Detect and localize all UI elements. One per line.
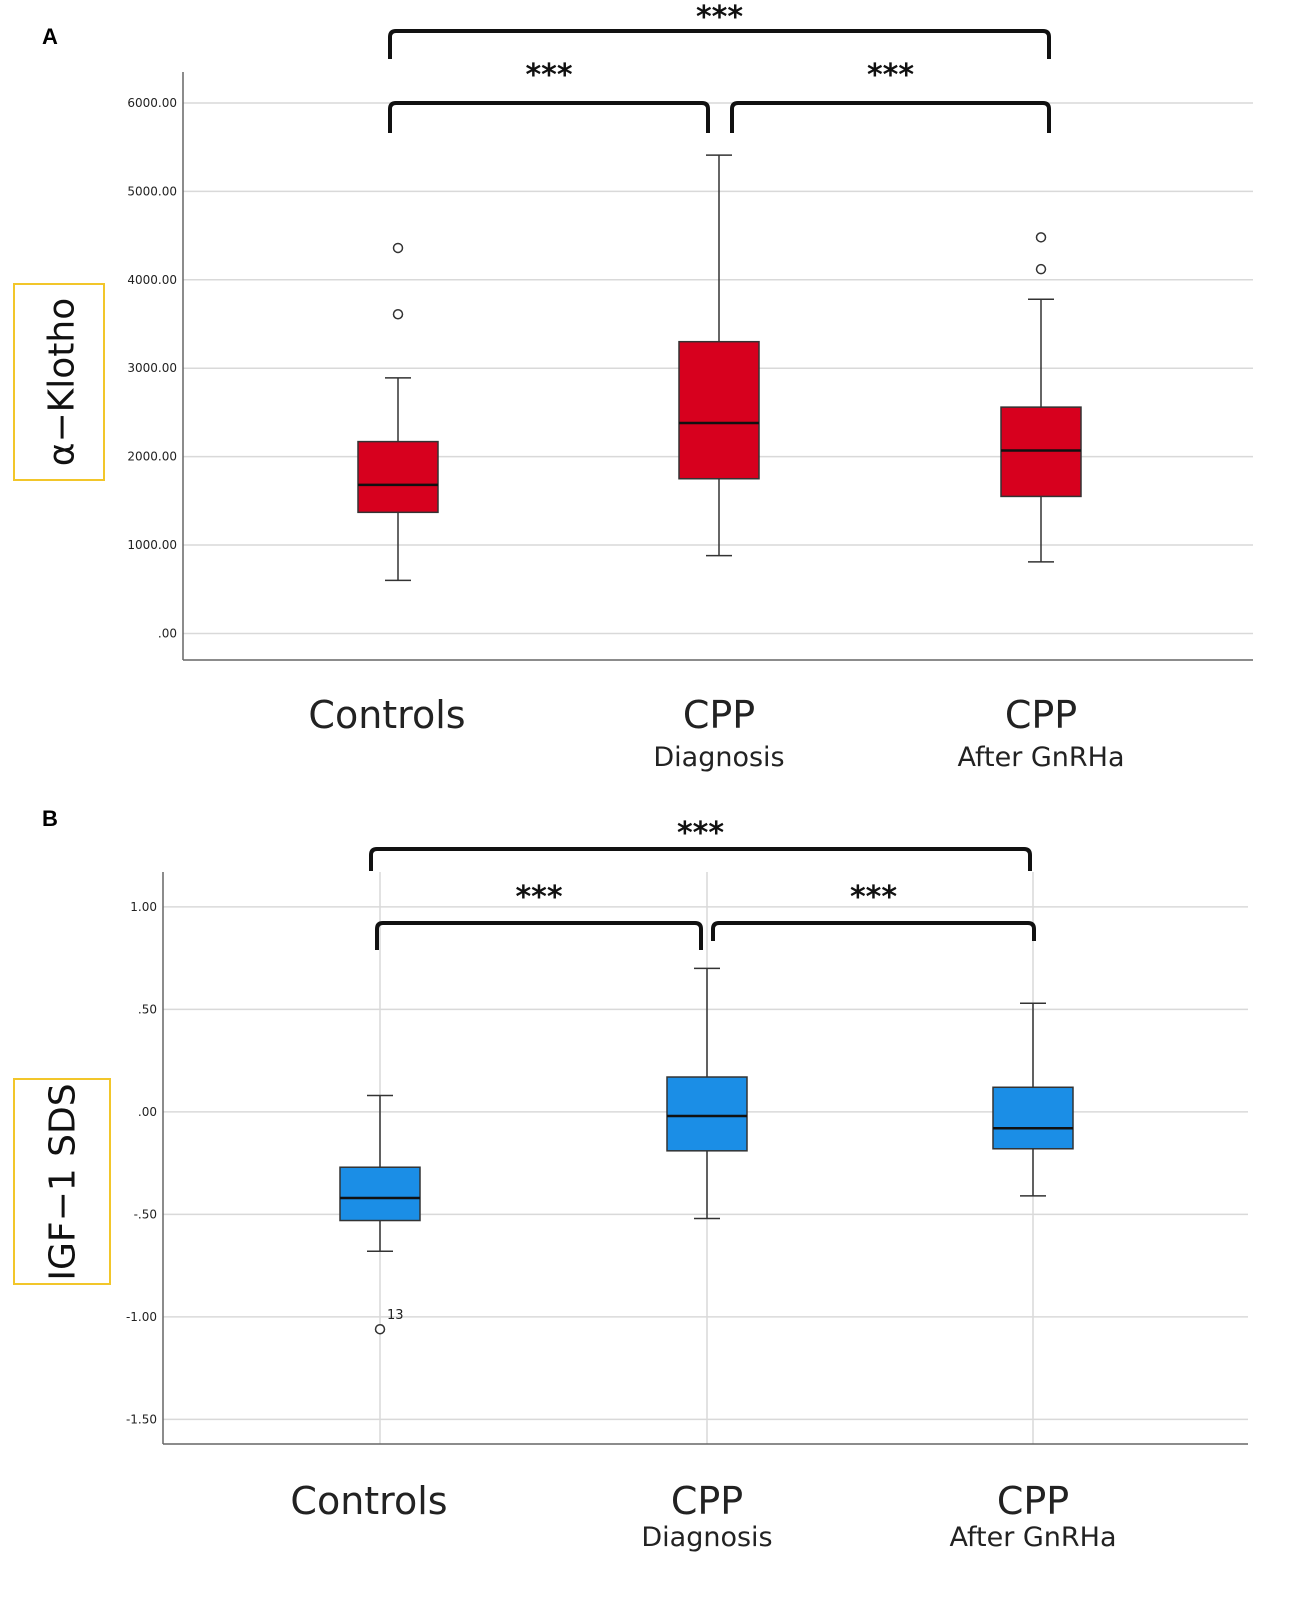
- iqr-box: [339, 1166, 421, 1222]
- x-category-label: CPP: [997, 1479, 1069, 1523]
- x-category-label: Controls: [290, 1479, 447, 1523]
- y-axis-label: IGF−1 SDS: [43, 1083, 84, 1280]
- outlier-point: [392, 242, 404, 254]
- x-category-label: CPP: [683, 693, 755, 737]
- x-category-sublabel: Diagnosis: [653, 742, 784, 773]
- y-tick-label: 1.00: [130, 900, 157, 914]
- box-2: [678, 154, 760, 557]
- y-tick-label: .50: [138, 1002, 157, 1016]
- y-axis-label: α−Klotho: [42, 298, 83, 467]
- y-tick-label: 2000.00: [127, 450, 177, 464]
- y-tick-label: .00: [158, 626, 177, 640]
- y-tick-label: 4000.00: [127, 273, 177, 287]
- iqr-box: [666, 1076, 748, 1152]
- significance-bracket-diagnosis-vs-after: [711, 921, 1036, 941]
- y-tick-label: .00: [138, 1105, 157, 1119]
- y-tick-label: 6000.00: [127, 96, 177, 110]
- outlier-label: 13: [387, 1308, 404, 1323]
- iqr-box: [678, 340, 760, 480]
- iqr-box: [992, 1086, 1074, 1150]
- significance-bracket-controls-vs-diagnosis-label: ***: [515, 880, 562, 915]
- y-axis-label-frame: [13, 283, 105, 481]
- significance-bracket-controls-vs-diagnosis-label: ***: [525, 58, 572, 93]
- x-category-label: CPP: [1005, 693, 1077, 737]
- iqr-box: [1000, 406, 1082, 498]
- outlier-point: [374, 1323, 386, 1335]
- significance-bracket-controls-vs-after: [388, 29, 1051, 59]
- y-tick-label: -.50: [134, 1207, 157, 1221]
- x-category-label: CPP: [671, 1479, 743, 1523]
- x-category-sublabel: Diagnosis: [641, 1522, 772, 1553]
- y-tick-label: 1000.00: [127, 538, 177, 552]
- x-category-label: Controls: [308, 693, 465, 737]
- y-tick-label: -1.00: [126, 1310, 157, 1324]
- x-category-sublabel: After GnRHa: [957, 742, 1124, 773]
- box-1: 13: [339, 1094, 421, 1335]
- significance-bracket-controls-vs-diagnosis: [375, 921, 703, 950]
- significance-bracket-diagnosis-vs-after: [730, 101, 1051, 133]
- y-tick-label: 5000.00: [127, 184, 177, 198]
- box-1: [357, 242, 439, 582]
- significance-bracket-controls-vs-after-label: ***: [677, 816, 724, 851]
- significance-bracket-controls-vs-after: [369, 847, 1032, 871]
- box-3: [1000, 232, 1082, 563]
- y-tick-label: -1.50: [126, 1412, 157, 1426]
- iqr-box: [357, 440, 439, 514]
- panel-a: A .00 1000.00 2000.00 3000.00 4000.00 5000.00 6…: [13, 0, 1253, 773]
- outlier-point: [1035, 263, 1047, 275]
- panel-letter: A: [42, 24, 58, 49]
- x-category-sublabel: After GnRHa: [949, 1522, 1116, 1553]
- y-tick-label: 3000.00: [127, 361, 177, 375]
- significance-bracket-controls-vs-diagnosis: [388, 101, 710, 133]
- significance-bracket-diagnosis-vs-after-label: ***: [850, 880, 897, 915]
- box-3: [992, 1002, 1074, 1197]
- y-axis-label-frame: [13, 1078, 111, 1285]
- panel-letter: B: [42, 806, 58, 831]
- box-2: [666, 967, 748, 1220]
- outlier-point: [1035, 232, 1047, 243]
- significance-bracket-diagnosis-vs-after-label: ***: [867, 58, 914, 93]
- significance-bracket-controls-vs-after-label: ***: [696, 0, 743, 35]
- outlier-point: [392, 309, 404, 320]
